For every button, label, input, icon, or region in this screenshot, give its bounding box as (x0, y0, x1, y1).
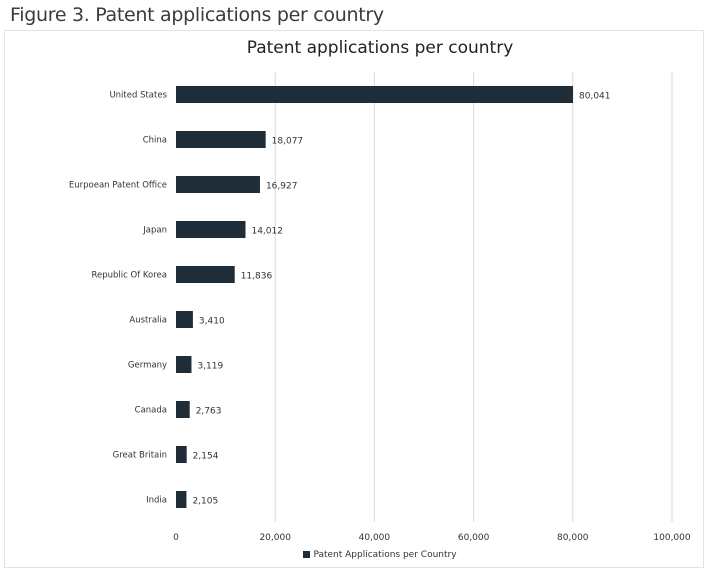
category-label: Republic Of Korea (91, 271, 167, 281)
value-label: 16,927 (266, 182, 298, 192)
bar (176, 491, 187, 508)
bar (176, 221, 246, 238)
value-label: 2,154 (193, 452, 219, 462)
x-tick-label: 60,000 (458, 533, 490, 543)
value-label: 3,410 (199, 317, 225, 327)
value-label: 11,836 (241, 272, 273, 282)
category-label: Canada (135, 406, 167, 416)
bar (176, 86, 574, 103)
category-label: China (143, 136, 167, 146)
bar (176, 176, 260, 193)
grid-layer (274, 72, 673, 522)
x-tick-label: 40,000 (359, 533, 391, 543)
bar (176, 401, 190, 418)
bar (176, 131, 266, 148)
value-label: 3,119 (197, 362, 223, 372)
figure-caption: Figure 3. Patent applications per countr… (10, 4, 384, 26)
bar (176, 311, 193, 328)
value-label: 80,041 (579, 92, 611, 102)
x-tick-label: 100,000 (653, 533, 690, 543)
category-label: Great Britain (113, 451, 167, 461)
category-label: Eurpoean Patent Office (69, 181, 167, 191)
bar (176, 356, 192, 373)
legend-swatch (303, 551, 311, 558)
value-label: 2,763 (196, 407, 222, 417)
value-label: 2,105 (192, 497, 218, 507)
x-tick-label: 20,000 (259, 533, 291, 543)
chart-title: Patent applications per country (246, 38, 514, 58)
x-tick-label: 0 (173, 533, 179, 543)
legend-label: Patent Applications per Country (313, 550, 457, 560)
bar (176, 446, 187, 463)
label-layer: 0 20,000 40,000 60,000 80,000 100,000 United S… (69, 91, 691, 544)
category-label: Australia (129, 316, 167, 326)
category-label: Germany (128, 361, 167, 371)
bar (176, 266, 235, 283)
category-label: United States (109, 91, 167, 101)
chart-frame (4, 30, 704, 568)
value-label: 18,077 (272, 137, 304, 147)
category-label: India (146, 496, 167, 506)
bar-layer (176, 86, 574, 508)
category-label: Japan (142, 226, 167, 236)
value-label: 14,012 (251, 227, 282, 237)
legend: Patent Applications per Country (0, 550, 708, 560)
x-tick-label: 80,000 (557, 533, 589, 543)
